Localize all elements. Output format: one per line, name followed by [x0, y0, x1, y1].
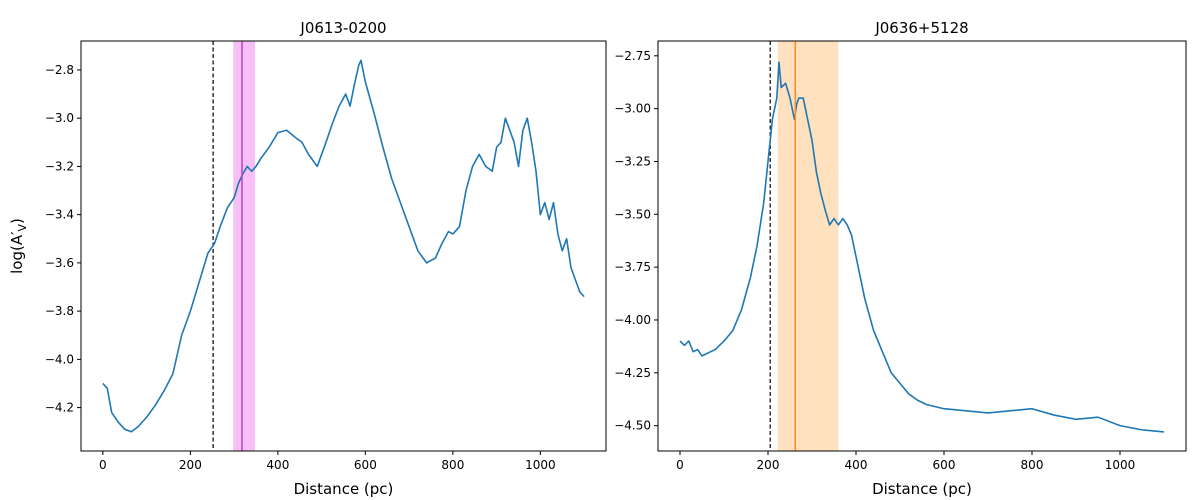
y-tick-label: −3.75	[614, 260, 651, 274]
left-y-axis-label-close: )	[8, 218, 26, 224]
y-tick-label: −3.6	[45, 256, 74, 270]
left-y-axis-label-sub: V	[16, 224, 29, 232]
x-tick-label: 1000	[525, 458, 556, 472]
y-tick-label: −3.0	[45, 111, 74, 125]
x-tick-label: 0	[676, 458, 684, 472]
x-tick-label: 800	[1021, 458, 1044, 472]
left-plot-layer	[102, 41, 585, 451]
y-tick-label: −3.25	[614, 154, 651, 168]
right-plot-frame	[657, 40, 1187, 452]
x-tick-label: 400	[845, 458, 868, 472]
y-tick-label: −4.25	[614, 366, 651, 380]
y-tick-label: −3.4	[45, 208, 74, 222]
left-x-axis-label: Distance (pc)	[294, 480, 394, 498]
uncertainty-band	[777, 41, 839, 451]
right-plot-layer	[679, 41, 1165, 451]
y-tick-label: −2.8	[45, 63, 74, 77]
uncertainty-band	[233, 41, 256, 451]
y-tick-label: −3.2	[45, 159, 74, 173]
right-ticks: 0 200 400 600 800 1000 −4.50 −4.25 −4.00 −3.75 −3.…	[614, 49, 1135, 472]
y-tick-label: −4.00	[614, 313, 651, 327]
x-tick-label: 400	[266, 458, 289, 472]
y-tick-label: −4.50	[614, 419, 651, 433]
y-tick-label: −4.0	[45, 352, 74, 366]
left-ticks: 0 200 400 600 800 1000 −4.2 −4.0 −3.8 −3.6 −3.4 −3.…	[45, 63, 556, 472]
y-tick-label: −3.00	[614, 102, 651, 116]
x-tick-label: 1000	[1105, 458, 1136, 472]
y-tick-label: −4.2	[45, 401, 74, 415]
y-tick-label: −3.8	[45, 304, 74, 318]
x-tick-label: 0	[99, 458, 107, 472]
series-line-0	[102, 59, 585, 433]
right-x-axis-label: Distance (pc)	[872, 480, 972, 498]
right-panel: 0 200 400 600 800 1000 −4.50 −4.25 −4.00 −3.75 −3.…	[614, 19, 1187, 498]
left-y-axis-label-main: log(A′	[8, 231, 26, 274]
left-panel-title: J0613-0200	[299, 19, 386, 37]
left-plot-frame	[80, 40, 607, 452]
y-tick-label: −3.50	[614, 207, 651, 221]
left-y-axis-label: log(A′V)	[8, 218, 29, 274]
left-panel: 0 200 400 600 800 1000 −4.2 −4.0 −3.8 −3.6 −3.4 −3.…	[8, 19, 607, 498]
x-tick-label: 600	[354, 458, 377, 472]
x-tick-label: 200	[179, 458, 202, 472]
x-tick-label: 200	[757, 458, 780, 472]
x-tick-label: 600	[933, 458, 956, 472]
series-line-0	[679, 61, 1165, 433]
y-tick-label: −2.75	[614, 49, 651, 63]
right-panel-title: J0636+5128	[874, 19, 968, 37]
x-tick-label: 800	[441, 458, 464, 472]
